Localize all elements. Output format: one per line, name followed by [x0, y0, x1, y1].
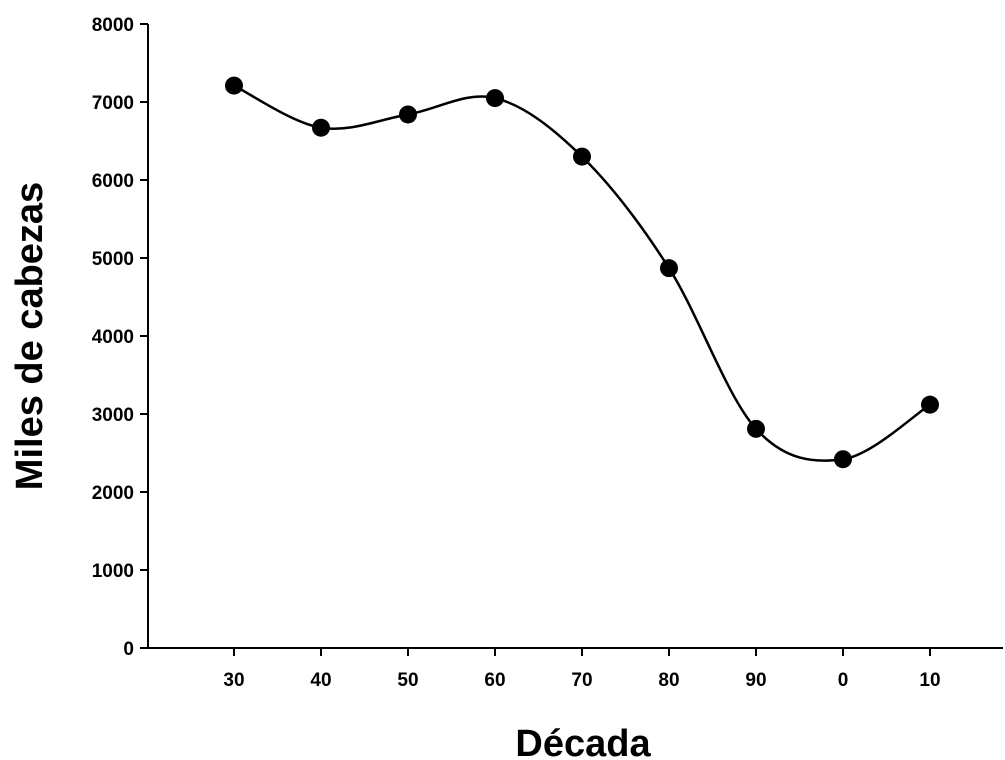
y-tick-label: 7000 — [92, 93, 134, 114]
x-tick-label: 10 — [919, 670, 940, 691]
x-tick-label: 30 — [223, 670, 244, 691]
y-tick-label: 5000 — [92, 249, 134, 270]
y-tick-label: 6000 — [92, 171, 134, 192]
axes — [147, 24, 1003, 649]
data-point — [225, 76, 243, 95]
y-tick-label: 2000 — [92, 483, 134, 504]
y-tick-label: 0 — [123, 639, 134, 660]
x-tick-label: 90 — [745, 670, 766, 691]
y-tick-label: 4000 — [92, 327, 134, 348]
y-axis-ticks: 0 1000 2000 3000 4000 5000 6000 7000 8000 — [92, 15, 148, 660]
y-tick-label: 1000 — [92, 561, 134, 582]
data-point — [312, 118, 330, 137]
data-point — [486, 89, 504, 108]
y-tick-label: 8000 — [92, 15, 134, 36]
y-axis-title: Miles de cabezas — [9, 182, 51, 490]
series-line — [233, 84, 931, 462]
x-axis-title: Década — [515, 723, 651, 760]
data-point — [834, 450, 852, 469]
data-point — [747, 419, 765, 438]
x-tick-label: 40 — [310, 670, 331, 691]
data-point — [921, 395, 939, 414]
x-tick-label: 70 — [571, 670, 592, 691]
x-tick-label: 80 — [658, 670, 679, 691]
x-tick-label: 60 — [484, 670, 505, 691]
series-markers — [225, 76, 939, 469]
data-point — [660, 259, 678, 278]
x-tick-label: 50 — [397, 670, 418, 691]
x-axis-ticks: 30 40 50 60 70 80 90 0 10 — [223, 648, 941, 691]
data-point — [399, 105, 417, 124]
data-point — [573, 147, 591, 166]
y-tick-label: 3000 — [92, 405, 134, 426]
x-tick-label: 0 — [838, 670, 849, 691]
